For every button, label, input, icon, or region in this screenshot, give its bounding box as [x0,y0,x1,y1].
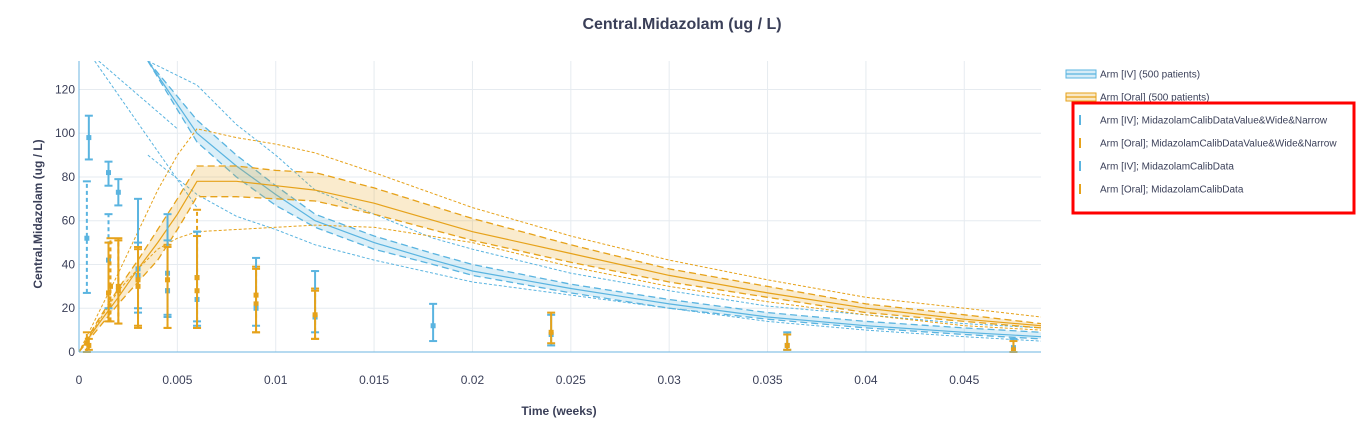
data-point [107,283,113,289]
y-tick-label: 100 [55,126,75,140]
legend-item[interactable]: Arm [IV]; MidazolamCalibData [1100,162,1234,173]
data-point [194,275,200,281]
plot-bands [79,61,1041,352]
band-lower-line [79,196,1041,352]
band-outer-upper-line [79,128,1041,352]
data-point [430,323,436,329]
x-tick-label: 0.04 [854,373,878,387]
legend-item[interactable]: Arm [IV]; MidazolamCalibDataValue&Wide&N… [1100,116,1328,127]
band-upper-line [147,61,1041,333]
y-tick-label: 80 [62,170,76,184]
y-axis-title: Central.Midazolam (ug / L) [31,139,45,288]
band-upper-line [79,165,1041,352]
error-bars [82,114,1018,353]
y-tick-label: 60 [62,214,76,228]
data-point [784,342,790,348]
data-point [253,292,259,298]
data-point [1010,347,1016,353]
band-area [79,166,1041,352]
legend-item[interactable]: Arm [Oral]; MidazolamCalibDataValue&Wide… [1100,139,1337,150]
x-tick-label: 0.03 [658,373,682,387]
data-point [106,170,112,176]
axes: 0 0.005 0.01 0.015 0.02 0.025 0.03 0.035 0.04 0.0… [55,61,1041,387]
band-outer-lower-line [79,224,1041,352]
x-axis-title: Time (weeks) [521,404,596,418]
data-point [106,290,112,296]
x-tick-label: 0.005 [162,373,192,387]
legend-item[interactable]: Arm [Oral] (500 patients) [1100,93,1209,104]
legend-highlight-box [1071,101,1356,215]
data-point [548,329,554,335]
data-point [115,189,121,195]
data-point [312,312,318,318]
x-tick-label: 0 [76,373,83,387]
x-tick-label: 0.045 [949,373,979,387]
chart-title: Central.Midazolam (ug / L) [582,16,781,33]
data-point [84,235,90,241]
legend[interactable]: Arm [IV] (500 patients) Arm [Oral] (500 p… [1065,69,1337,196]
data-point [86,135,92,141]
y-tick-label: 120 [55,82,75,96]
x-tick-label: 0.025 [556,373,586,387]
x-tick-label: 0.015 [359,373,389,387]
y-tick-label: 0 [68,345,75,359]
band-outer-upper-start [98,61,178,130]
x-tick-label: 0.01 [264,373,288,387]
band-median-line [147,61,1041,338]
legend-item[interactable]: Arm [Oral]; MidazolamCalibData [1100,185,1244,196]
x-tick-label: 0.035 [753,373,783,387]
data-point [165,277,171,283]
data-point [86,342,92,348]
band-median-line [79,180,1041,352]
data-point [115,288,121,294]
y-tick-label: 40 [62,257,76,271]
data-point [135,277,141,283]
x-tick-label: 0.02 [461,373,485,387]
legend-item[interactable]: Arm [IV] (500 patients) [1100,70,1200,81]
band-outer-upper-line [147,61,1041,329]
y-tick-label: 20 [62,301,76,315]
